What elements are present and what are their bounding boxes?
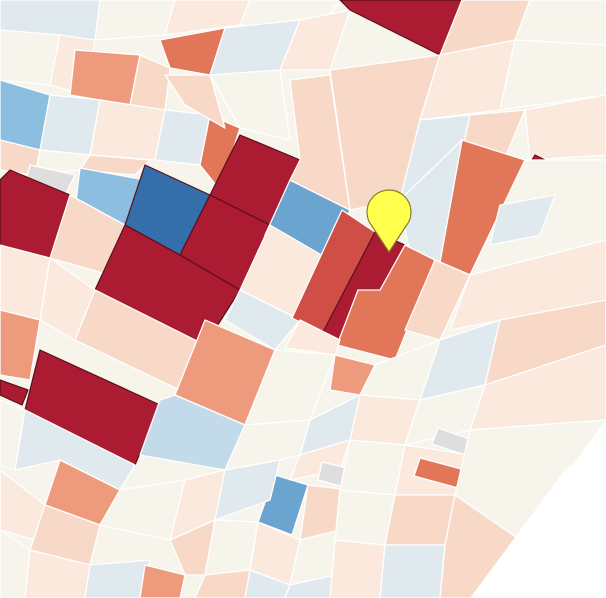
parcel[interactable] [164, 74, 226, 129]
parcel[interactable] [69, 49, 141, 106]
parcel[interactable] [24, 549, 91, 598]
parcel[interactable] [489, 194, 556, 246]
parcel[interactable] [84, 559, 151, 598]
parcel[interactable] [94, 224, 241, 346]
map-pin-shape[interactable] [366, 189, 412, 253]
parcel[interactable] [139, 564, 186, 598]
parcel[interactable] [524, 94, 606, 161]
parcel[interactable] [209, 69, 291, 141]
parcel[interactable] [284, 319, 341, 356]
parcel[interactable] [284, 574, 336, 598]
parcel[interactable] [0, 379, 29, 406]
parcel[interactable] [89, 99, 166, 161]
empty-area [470, 440, 606, 598]
parcel[interactable] [484, 299, 606, 386]
parcel[interactable] [439, 494, 521, 598]
parcel[interactable] [0, 529, 31, 598]
parcel[interactable] [339, 439, 406, 496]
parcel[interactable] [499, 39, 606, 111]
parcel[interactable] [224, 419, 311, 471]
parcel[interactable] [244, 569, 291, 598]
parcel[interactable] [469, 344, 606, 431]
parcel[interactable] [94, 0, 176, 41]
parcel[interactable] [194, 569, 251, 598]
parcel[interactable] [379, 544, 446, 598]
parcel[interactable] [0, 309, 41, 381]
parcel[interactable] [329, 539, 386, 598]
parcel[interactable] [514, 0, 606, 46]
parcel[interactable] [384, 494, 456, 546]
parcel[interactable] [79, 154, 151, 176]
